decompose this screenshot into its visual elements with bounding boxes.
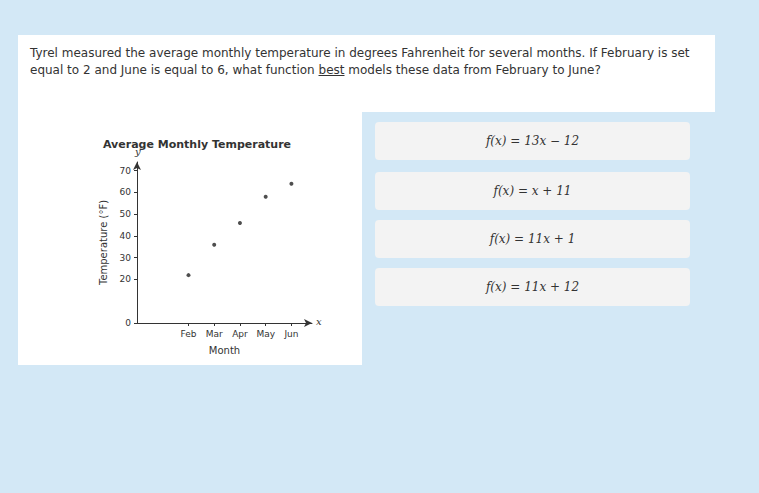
- svg-text:50: 50: [120, 209, 132, 219]
- svg-text:20: 20: [120, 274, 132, 284]
- svg-text:Jun: Jun: [283, 329, 298, 339]
- html-text:f(x) = 11x + 12: f(x) = 11x + 12: [485, 280, 580, 294]
- svg-text:Temperature (°F): Temperature (°F): [98, 200, 109, 286]
- svg-text:Feb: Feb: [181, 329, 197, 339]
- svg-text:x: x: [316, 316, 322, 327]
- svg-text:Apr: Apr: [232, 329, 248, 339]
- html-text:Tyrel measured the average mon: Tyrel measured the average monthly tempe…: [30, 46, 690, 77]
- svg-text:60: 60: [120, 187, 132, 197]
- html-text:f(x) = 11x + 1: f(x) = 11x + 1: [489, 232, 576, 246]
- svg-text:40: 40: [120, 231, 132, 241]
- svg-text:May: May: [256, 329, 275, 339]
- html-text:f(x) = x + 11: f(x) = x + 11: [493, 184, 572, 198]
- svg-text:30: 30: [120, 253, 132, 263]
- svg-text:Average Monthly Temperature: Average Monthly Temperature: [103, 138, 291, 151]
- svg-text:Mar: Mar: [206, 329, 223, 339]
- svg-text:0: 0: [125, 318, 131, 328]
- svg-text:Month: Month: [209, 345, 240, 356]
- html-text:f(x) = 13x − 12: f(x) = 13x − 12: [485, 134, 580, 148]
- svg-text:70: 70: [120, 166, 132, 176]
